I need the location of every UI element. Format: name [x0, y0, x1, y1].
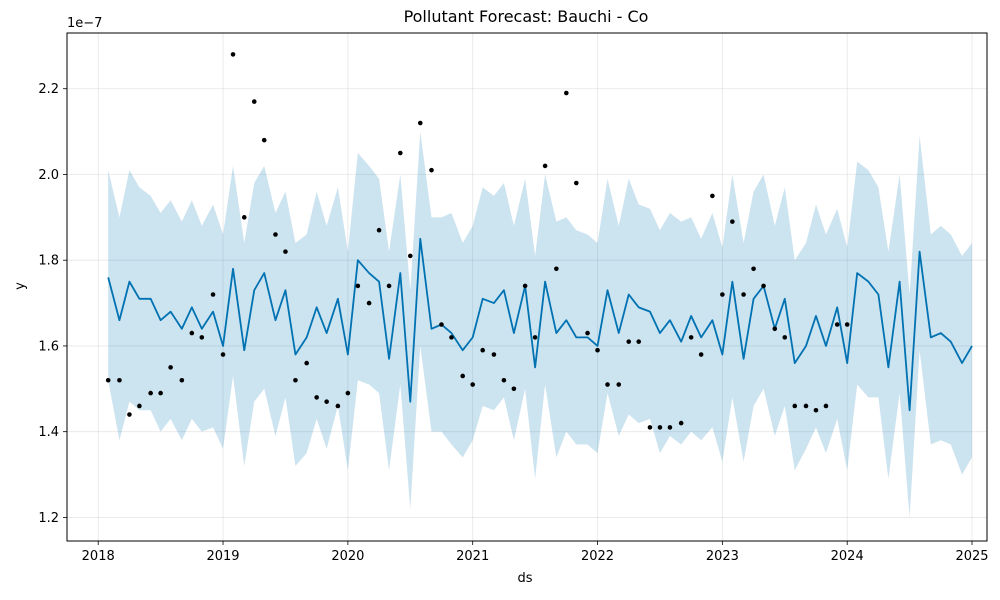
y-tick-label: 1.6: [38, 339, 59, 354]
y-tick-label: 1.4: [38, 425, 59, 440]
observed-point: [407, 253, 413, 259]
observed-point: [220, 352, 226, 357]
y-gridlines: [67, 88, 987, 518]
observed-point: [449, 335, 454, 340]
observed-point: [844, 322, 850, 327]
observed-point: [137, 403, 142, 409]
observed-point: [230, 52, 236, 57]
observed-point: [511, 386, 517, 392]
observed-point: [626, 339, 632, 344]
x-tick-label: 2021: [456, 549, 489, 564]
observed-point: [304, 360, 309, 366]
observed-point: [751, 266, 756, 272]
observed-point: [667, 425, 673, 430]
observed-point: [429, 167, 434, 173]
observed-point: [730, 219, 735, 224]
observed-point: [834, 322, 840, 327]
observed-point: [283, 249, 288, 254]
x-tick-label: 2025: [955, 549, 988, 564]
observed-point: [574, 180, 579, 186]
forecast-line: [107, 237, 973, 412]
observed-point: [491, 352, 497, 357]
y-tick-label: 2.2: [38, 82, 59, 97]
observed-point: [772, 326, 778, 332]
observed-point: [355, 283, 361, 289]
y-axis-offset-label: 1e−7: [67, 16, 102, 31]
observed-point: [605, 382, 610, 387]
observed-points: [105, 52, 850, 430]
x-tick-label: 2020: [331, 549, 364, 564]
observed-point: [366, 300, 372, 306]
observed-point: [480, 347, 485, 353]
observed-point: [782, 335, 788, 340]
forecast-line-group: [107, 237, 973, 412]
observed-point: [761, 283, 766, 289]
x-tick-label: 2022: [581, 549, 614, 564]
x-gridlines: [97, 33, 973, 541]
observed-point: [439, 322, 444, 327]
y-axis-label: y: [13, 282, 28, 290]
observed-point: [741, 292, 746, 297]
observed-point: [127, 412, 132, 417]
observed-point: [179, 377, 185, 383]
observed-point: [710, 193, 715, 199]
observed-point: [532, 335, 538, 340]
observed-point: [261, 137, 267, 143]
observed-point: [647, 425, 653, 430]
observed-point: [314, 395, 319, 400]
observed-point: [720, 292, 725, 297]
observed-point: [158, 390, 163, 396]
observed-point: [823, 403, 829, 409]
observed-point: [241, 215, 247, 220]
observed-point: [189, 330, 195, 336]
x-tick-label: 2019: [206, 549, 239, 564]
observed-point: [657, 425, 663, 430]
chart-title: Pollutant Forecast: Bauchi - Co: [404, 7, 649, 26]
observed-point: [595, 347, 600, 353]
observed-point: [148, 390, 153, 396]
y-tick-label: 1.8: [38, 254, 59, 269]
observed-point: [210, 292, 216, 297]
observed-point: [293, 377, 298, 383]
x-tick-label: 2018: [82, 549, 115, 564]
observed-point: [636, 339, 642, 344]
y-axis-ticks: 1.2 1.4 1.6 1.8 2.0 2.2: [38, 82, 67, 526]
observed-point: [335, 403, 341, 409]
observed-point: [417, 120, 423, 126]
observed-point: [678, 420, 684, 426]
observed-point: [803, 403, 809, 409]
observed-point: [324, 399, 329, 404]
x-tick-label: 2023: [706, 549, 739, 564]
observed-point: [376, 227, 382, 233]
observed-point: [251, 99, 257, 104]
observed-point: [199, 335, 205, 340]
observed-point: [117, 377, 122, 383]
observed-point: [386, 283, 392, 289]
y-tick-label: 2.0: [38, 168, 59, 183]
observed-point: [616, 382, 622, 387]
x-axis-label: ds: [517, 571, 532, 586]
observed-point: [554, 266, 559, 272]
plot-frame: [66, 32, 988, 542]
observed-point: [501, 377, 507, 383]
y-tick-label: 1.2: [38, 511, 59, 526]
observed-point: [688, 335, 694, 340]
observed-point: [460, 373, 466, 379]
observed-point: [345, 390, 351, 396]
observed-point: [813, 407, 819, 413]
observed-point: [698, 352, 704, 357]
observed-point: [564, 90, 569, 96]
observed-point: [168, 365, 173, 370]
observed-point: [398, 150, 403, 156]
observed-point: [792, 403, 798, 409]
observed-point: [585, 330, 590, 336]
observed-point: [522, 283, 528, 289]
observed-point: [105, 377, 111, 383]
observed-point: [273, 232, 278, 237]
x-axis-ticks: 2018 2019 2020 2021 2022 2023 2024 2025: [82, 541, 989, 564]
observed-point: [470, 382, 476, 387]
x-tick-label: 2024: [831, 549, 864, 564]
observed-point: [542, 163, 548, 169]
